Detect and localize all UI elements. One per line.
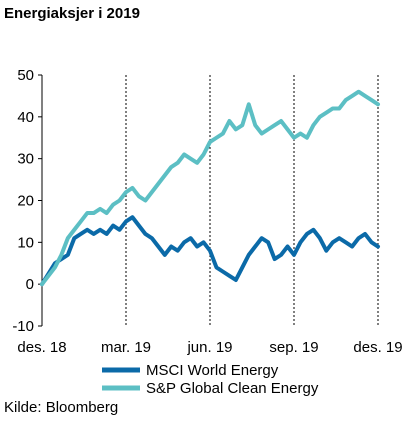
- source-note: Kilde: Bloomberg: [4, 399, 118, 416]
- x-tick-label: jun. 19: [186, 339, 232, 356]
- y-tick-label: 40: [17, 109, 34, 126]
- chart-title: Energiaksjer i 2019: [4, 5, 140, 22]
- legend-label: MSCI World Energy: [146, 362, 279, 379]
- x-tick-label: mar. 19: [101, 339, 151, 356]
- series-line-msci-world-energy: [40, 215, 380, 287]
- x-tick-label: des. 18: [17, 339, 66, 356]
- axes: des. 18 mar. 19 jun. 19 sep. 19 des. 19 -10 0 1…: [12, 67, 402, 356]
- y-tick-label: -10: [12, 318, 34, 335]
- y-tick-label: 0: [26, 276, 34, 293]
- series-lines: [40, 89, 380, 287]
- y-tick-label: 30: [17, 151, 34, 168]
- x-tick-label: sep. 19: [269, 339, 318, 356]
- y-tick-label: 50: [17, 67, 34, 84]
- y-tick-label: 10: [17, 234, 34, 251]
- series-line-sp-global-clean-energy: [40, 89, 380, 287]
- gridlines: [125, 75, 379, 326]
- y-tick-label: 20: [17, 193, 34, 210]
- legend-label: S&P Global Clean Energy: [146, 380, 319, 397]
- x-tick-label: des. 19: [353, 339, 402, 356]
